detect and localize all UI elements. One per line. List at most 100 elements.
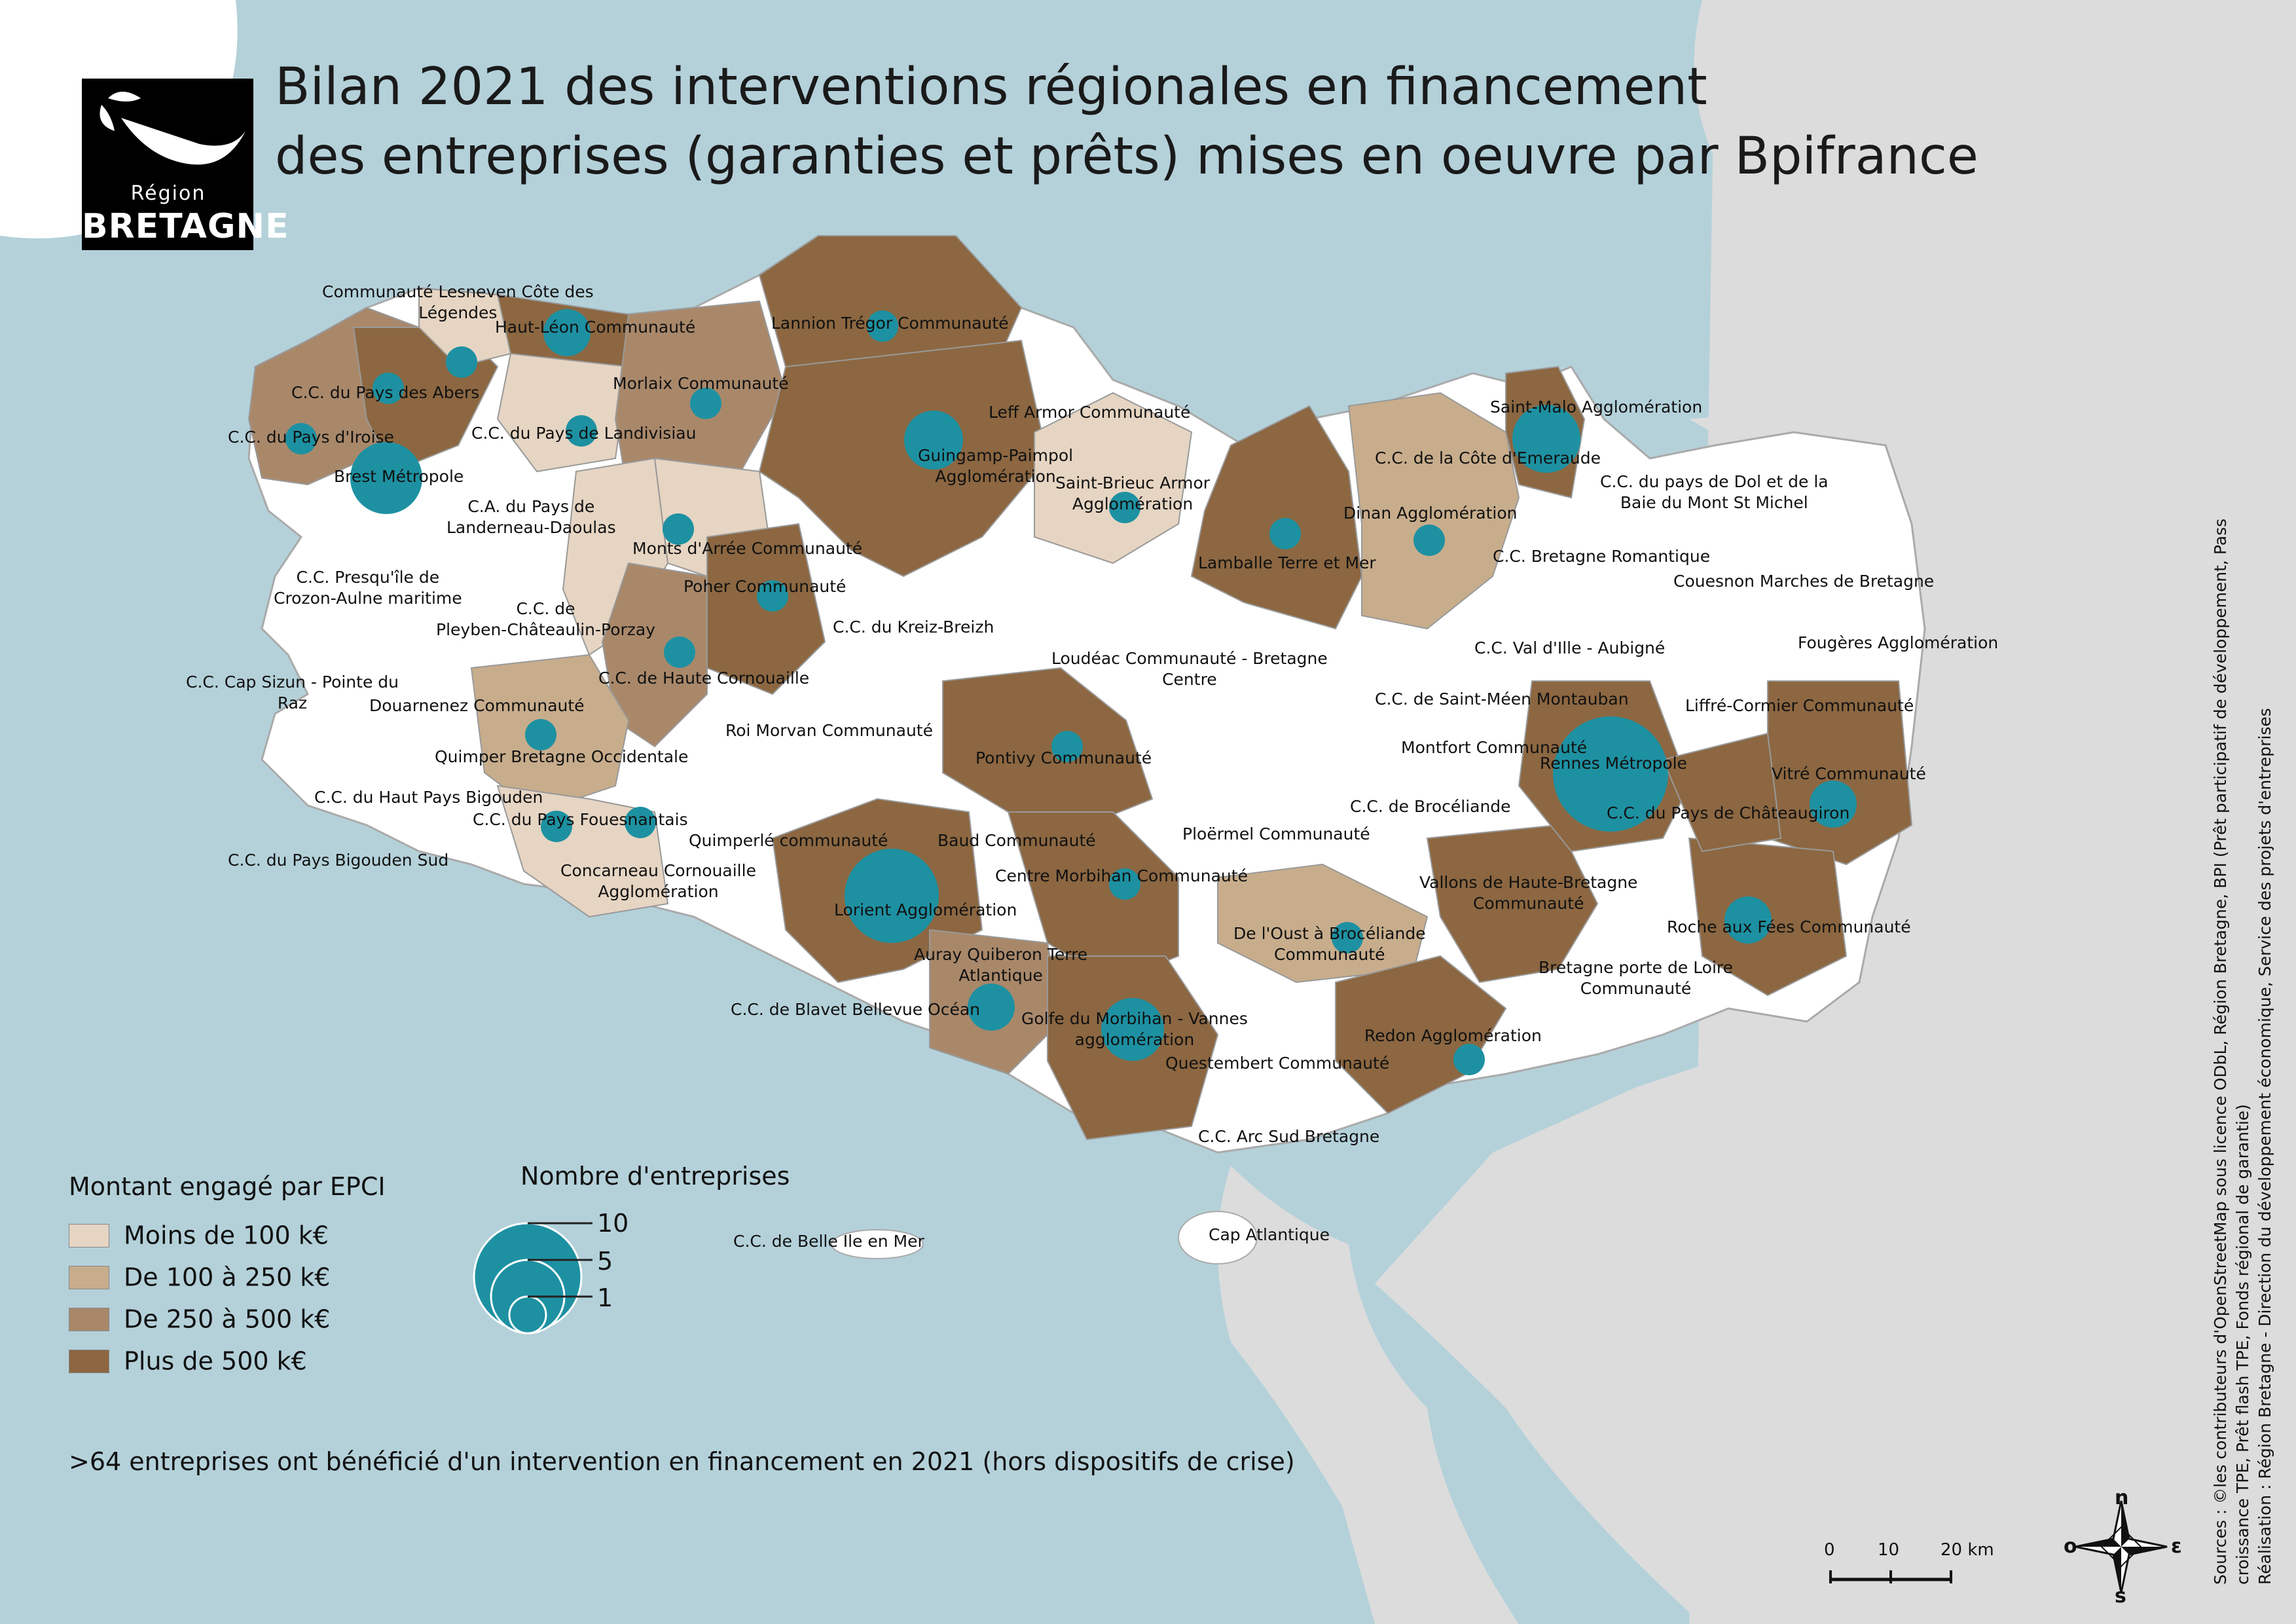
legend-swatch	[69, 1223, 109, 1247]
bubble-chateaugiron	[1810, 781, 1857, 828]
compass-west: o	[2064, 1535, 2077, 1558]
label-guingamp: Guingamp-Paimpol Agglomération	[918, 446, 1074, 486]
label-montsarree: Monts d'Arrée Communauté	[632, 539, 863, 558]
label-dol: C.C. du pays de Dol et de la Baie du Mont…	[1600, 472, 1829, 512]
label-crozon: C.C. Presqu'île de Crozon-Aulne maritime	[274, 568, 462, 608]
zone-landivisiau	[496, 352, 630, 473]
label-liffre: Liffré-Cormier Communauté	[1685, 696, 1914, 715]
label-belleile: C.C. de Belle Ile en Mer	[733, 1232, 924, 1251]
label-landivisiau: C.C. du Pays de Landivisiau	[471, 424, 697, 443]
label-loudeac: Loudéac Communauté - Bretagne Centre	[1051, 649, 1328, 689]
title-line1: Bilan 2021 des interventions régionales …	[275, 58, 1707, 117]
legend-swatch	[69, 1265, 109, 1289]
epci-zones	[247, 235, 1913, 1141]
zone-dinan	[1347, 392, 1520, 630]
label-bretromantique: C.C. Bretagne Romantique	[1493, 547, 1711, 566]
label-vitre: Vitré Communauté	[1772, 764, 1926, 783]
zone-guingamp	[758, 339, 1049, 578]
bubble-guingamp	[904, 411, 963, 470]
label-bretporteloire: Bretagne porte de Loire Communauté	[1539, 958, 1734, 998]
label-bigoudensud: C.C. du Pays Bigouden Sud	[228, 851, 449, 870]
scale-label-0: 0	[1824, 1540, 1835, 1560]
bubble-stbrieuc	[1109, 492, 1140, 523]
bubble-lannion	[867, 310, 898, 342]
label-fouesnant: C.C. du Pays Fouesnantais	[473, 810, 688, 829]
scale-bar	[1829, 1570, 1952, 1583]
label-redon: Redon Agglomération	[1364, 1026, 1542, 1045]
label-capsizun: C.C. Cap Sizun - Pointe du Raz	[186, 673, 399, 712]
legend-item-plus-500: Plus de 500 k€	[69, 1345, 307, 1376]
label-leff: Leff Armor Communauté	[989, 403, 1191, 422]
label-montfort: Montfort Communauté	[1401, 738, 1588, 757]
bubble-golfe	[1101, 998, 1164, 1061]
label-centremorbihan: Centre Morbihan Communauté	[995, 866, 1248, 885]
label-brest: Brest Métropole	[334, 467, 464, 486]
zone-pontivy	[942, 667, 1154, 826]
bubble-oust	[1332, 922, 1363, 953]
label-baud: Baud Communauté	[938, 831, 1096, 850]
zone-chateaugiron	[1662, 732, 1782, 853]
legend-swatch	[69, 1349, 109, 1373]
label-valdille: C.C. Val d'Ille - Aubigné	[1474, 638, 1666, 657]
label-arcsud: C.C. Arc Sud Bretagne	[1198, 1127, 1380, 1146]
label-lorient: Lorient Agglomération	[834, 900, 1017, 919]
bubble-montsarree	[663, 513, 694, 545]
label-oustbroceliande: De l'Oust à Brocéliande Communauté	[1233, 924, 1426, 964]
label-landerneau: C.A. du Pays de Landerneau-Daoulas	[446, 497, 616, 537]
scale-label-10: 10	[1878, 1540, 1900, 1560]
label-capatlantique: Cap Atlantique	[1209, 1225, 1330, 1244]
label-vallons: Vallons de Haute-Bretagne Communauté	[1419, 873, 1638, 913]
region-bretagne-logo: Région BRETAGNE	[82, 79, 289, 250]
label-pontivy: Pontivy Communauté	[975, 748, 1152, 767]
bubble-pays-bigouden	[541, 811, 572, 842]
bubble-auray	[968, 984, 1015, 1031]
zone-capatlantique	[1178, 1211, 1258, 1264]
label-poher: Poher Communauté	[683, 577, 847, 596]
legend-bubble-label-1: 1	[597, 1283, 613, 1312]
zone-lesneven	[418, 287, 512, 368]
ermine-icon	[100, 92, 246, 165]
label-rocheauxfees: Roche aux Fées Communauté	[1667, 917, 1911, 936]
bubble-pontivy	[1051, 731, 1083, 762]
bubble-iroise	[285, 423, 317, 454]
label-lamballe: Lamballe Terre et Mer	[1198, 553, 1376, 572]
legend-nombre-title: Nombre d'entreprises	[520, 1162, 790, 1190]
zone-lamballe	[1190, 405, 1363, 630]
legend-bubble-label-5: 5	[597, 1247, 613, 1276]
label-roimorvan: Roi Morvan Communauté	[725, 721, 933, 740]
label-broceliande: C.C. de Brocéliande	[1350, 797, 1511, 816]
label-hautecornouaille: C.C. de Haute Cornouaille	[598, 669, 810, 688]
legend-bubble-label-10: 10	[597, 1209, 629, 1238]
label-emeraude: C.C. de la Côte d'Emeraude	[1375, 449, 1601, 468]
bubble-centremorbihan	[1109, 868, 1140, 900]
logo-line2: BRETAGNE	[82, 207, 289, 246]
label-chateaugiron: C.C. du Pays de Châteaugiron	[1607, 803, 1850, 822]
legend-item-100-250: De 100 à 250 k€	[69, 1261, 331, 1292]
label-concarneau: Concarneau Cornouaille Agglomération	[560, 861, 756, 901]
label-lesneven: Communauté Lesneven Côte des Légendes	[322, 282, 594, 322]
label-iroise: C.C. du Pays d'Iroise	[228, 428, 394, 447]
legend-swatch	[69, 1307, 109, 1331]
legend-montant-title: Montant engagé par EPCI	[69, 1172, 386, 1201]
bubble-brest	[350, 442, 422, 514]
land-loire	[1375, 380, 2296, 1624]
map-title: Bilan 2021 des interventions régionales …	[275, 52, 2043, 191]
bubble-fouesnant	[625, 807, 656, 838]
label-saintmalo: Saint-Malo Agglomération	[1490, 397, 1703, 416]
compass-east: ε	[2171, 1535, 2182, 1558]
label-hautleon: Haut-Léon Communauté	[495, 318, 696, 337]
label-golfe: Golfe du Morbihan - Vannes agglomération	[1021, 1009, 1248, 1049]
label-kreizbreizh: C.C. du Kreiz-Breizh	[833, 618, 994, 637]
bubble-lesneven	[446, 346, 477, 378]
compass-north: n	[2115, 1486, 2129, 1509]
label-hautbigouden: C.C. du Haut Pays Bigouden	[314, 788, 543, 807]
bubble-quimper	[525, 719, 556, 750]
compass-south: s	[2115, 1585, 2126, 1608]
bubble-dinan	[1413, 525, 1445, 556]
label-couesnon: Couesnon Marches de Bretagne	[1673, 572, 1935, 591]
label-auray: Auray Quiberon Terre Atlantique	[914, 945, 1088, 985]
land-normandy	[1694, 0, 2296, 419]
bubble-morlaix	[690, 388, 721, 419]
bubble-rocheauxfees	[1724, 896, 1772, 944]
label-dinan: Dinan Agglomération	[1343, 504, 1518, 523]
